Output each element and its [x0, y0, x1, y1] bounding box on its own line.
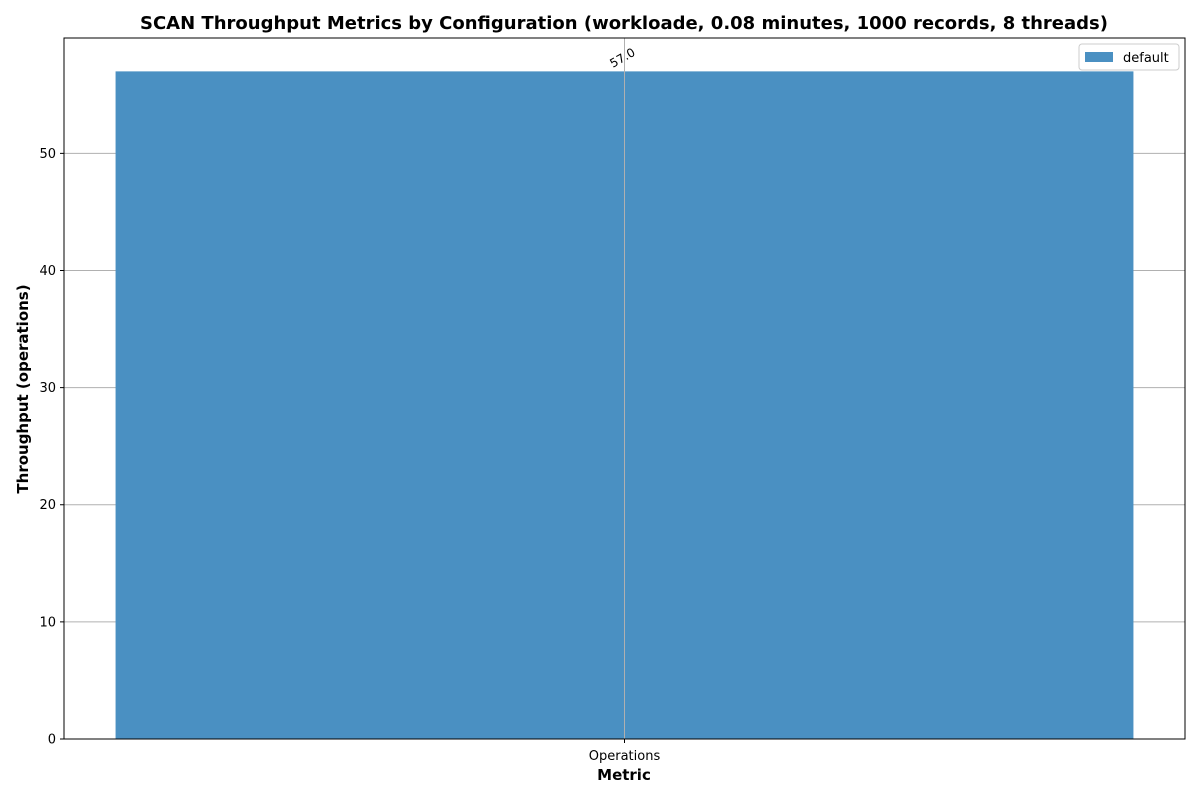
x-axis-label: Metric: [597, 766, 651, 784]
y-axis-ticks: 0 10 20 30 40 50: [39, 147, 64, 748]
x-tick-label: Operations: [589, 749, 661, 764]
y-tick-label: 50: [39, 147, 56, 162]
y-tick-label: 30: [39, 381, 56, 396]
x-axis-ticks: Operations: [589, 739, 661, 764]
legend-box: [1078, 43, 1180, 71]
legend: default: [1078, 43, 1180, 71]
legend-label: default: [1123, 51, 1169, 66]
y-tick-label: 40: [39, 264, 56, 279]
legend-swatch: [1085, 52, 1113, 62]
y-axis-label: Throughput (operations): [14, 284, 32, 493]
y-tick-label: 10: [39, 615, 56, 630]
y-tick-label: 0: [48, 733, 56, 748]
y-tick-label: 20: [39, 498, 56, 513]
chart-title: SCAN Throughput Metrics by Configuration…: [140, 13, 1108, 34]
